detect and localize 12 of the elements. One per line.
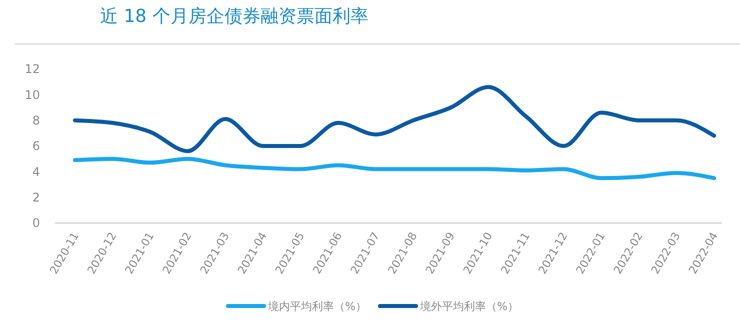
line-series [73,84,716,154]
legend-label: 境内平均利率（%） [267,300,366,313]
y-tick-label: 6 [32,139,40,154]
y-tick-label: 10 [24,88,40,102]
y-tick-label: 8 [32,114,40,128]
chart-title: 近 18 个月房企债券融资票面利率 [100,6,368,27]
line-series [73,156,716,180]
y-tick-label: 12 [24,62,40,76]
legend-label: 境外平均利率（%） [419,300,518,313]
y-tick-label: 4 [32,164,40,179]
y-tick-label: 0 [32,216,40,230]
y-tick-label: 2 [32,190,40,205]
